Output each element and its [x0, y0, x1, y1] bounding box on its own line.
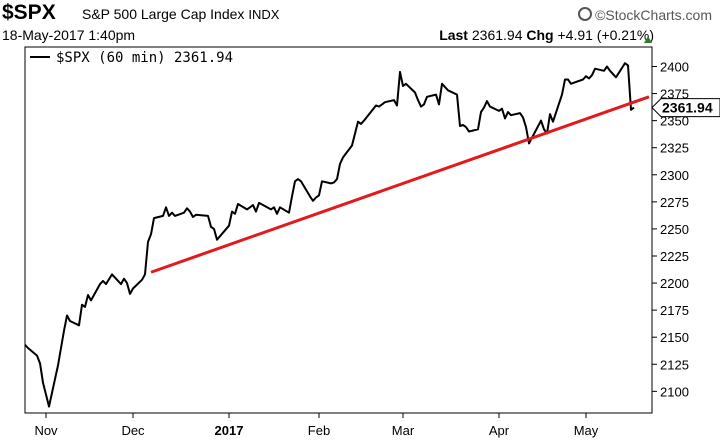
x-tick-label: May	[574, 423, 599, 438]
y-tick-label: 2250	[660, 222, 689, 237]
last-label: Last	[439, 27, 468, 43]
y-tick-label: 2275	[660, 195, 689, 210]
x-tick-label: 2017	[215, 423, 244, 438]
plot-area	[24, 46, 653, 414]
y-tick-label: 2400	[660, 59, 689, 74]
y-tick-label: 2125	[660, 357, 689, 372]
index-name: S&P 500 Large Cap Index	[82, 6, 245, 22]
chg-label: Chg	[526, 27, 554, 43]
index-description: S&P 500 Large Cap Index INDX	[82, 6, 279, 22]
y-tick-label: 2225	[660, 249, 689, 264]
y-tick-label: 2175	[660, 303, 689, 318]
stockcharts-logo[interactable]: ©StockCharts.com	[578, 6, 712, 23]
y-tick-label: 2150	[660, 330, 689, 345]
x-tick-label: Dec	[121, 423, 145, 438]
y-tick-label: 2200	[660, 276, 689, 291]
price-series-line	[24, 62, 635, 408]
chart-header: $SPX S&P 500 Large Cap Index INDX ©StockC…	[0, 0, 720, 46]
x-tick-label: Nov	[34, 423, 58, 438]
axis-layer: 2100 2125 2150 2175 2200 2225 2250 2275 2300 2325…	[34, 59, 720, 438]
last-value: 2361.94	[471, 27, 523, 43]
series-layer	[24, 62, 650, 408]
last-quote: Last 2361.94 Chg +4.91 (+0.21%)	[439, 27, 654, 43]
y-tick-label: 2350	[660, 114, 689, 129]
logo-icon	[578, 7, 593, 21]
y-tick-label: 2300	[660, 168, 689, 183]
chart-frame	[24, 46, 653, 414]
trendline	[150, 95, 650, 274]
chart-legend: $SPX (60 min) 2361.94	[30, 50, 233, 66]
ticker-symbol: $SPX	[2, 1, 56, 24]
x-tick-label: Mar	[392, 423, 415, 438]
y-tick-label: 2375	[660, 87, 689, 102]
last-price-label: 2361.94	[662, 100, 713, 116]
exchange-label: INDX	[248, 7, 280, 22]
chart-datetime: 18-May-2017 1:40pm	[2, 27, 136, 43]
x-tick-label: Apr	[489, 423, 510, 438]
legend-label: $SPX (60 min) 2361.94	[56, 50, 233, 66]
y-tick-label: 2325	[660, 141, 689, 156]
y-tick-label: 2100	[660, 384, 689, 399]
chg-value: +4.91 (+0.21%)	[557, 27, 654, 43]
logo-text: ©StockCharts.com	[595, 7, 712, 23]
x-tick-label: Feb	[308, 423, 330, 438]
last-price-tag	[651, 98, 720, 118]
triangle-up-icon	[644, 36, 652, 43]
